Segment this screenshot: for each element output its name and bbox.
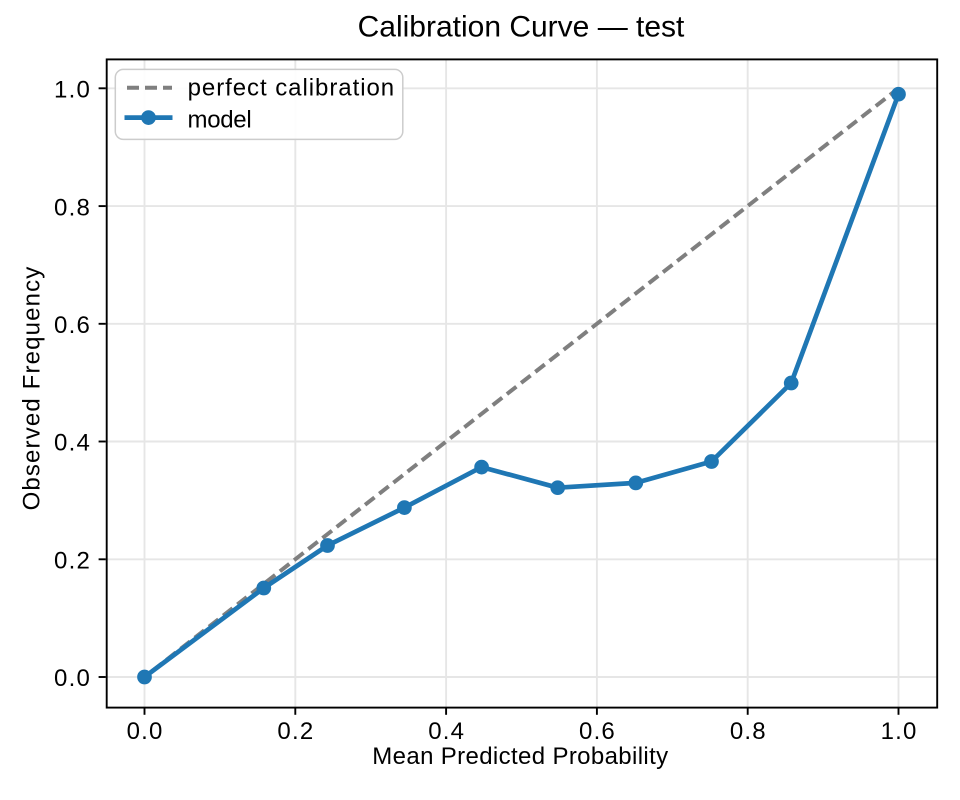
svg-text:0.0: 0.0 [54,665,91,692]
svg-text:Observed Frequency: Observed Frequency [19,266,46,511]
svg-text:perfect calibration: perfect calibration [188,75,395,102]
svg-text:0.6: 0.6 [579,718,616,745]
svg-text:Mean Predicted Probability: Mean Predicted Probability [372,743,668,770]
svg-text:0.4: 0.4 [54,430,91,457]
svg-text:0.2: 0.2 [277,718,314,745]
svg-text:0.0: 0.0 [127,718,164,745]
svg-text:model: model [188,107,252,134]
svg-text:0.6: 0.6 [54,312,91,339]
svg-text:0.8: 0.8 [54,194,91,221]
svg-text:0.8: 0.8 [730,718,767,745]
svg-text:0.2: 0.2 [54,548,91,575]
svg-text:Calibration Curve — test: Calibration Curve — test [358,11,685,44]
svg-text:1.0: 1.0 [881,718,918,745]
svg-text:1.0: 1.0 [54,77,91,104]
svg-text:0.4: 0.4 [428,718,465,745]
